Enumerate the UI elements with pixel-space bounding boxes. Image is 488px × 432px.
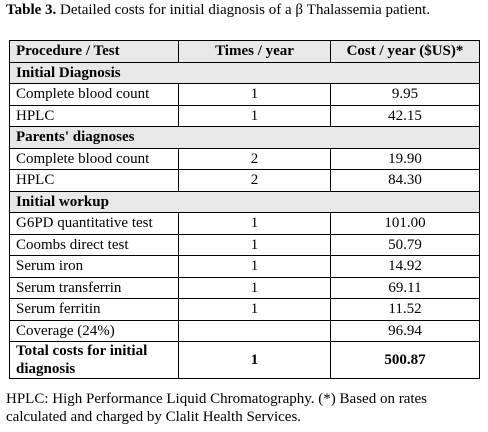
- cell: 9.95: [330, 83, 480, 106]
- cell: Total costs for initial diagnosis: [9, 341, 179, 379]
- cell: 1: [178, 233, 331, 256]
- cell: Coverage (24%): [9, 319, 179, 342]
- data-row: HPLC 1 42.15: [9, 104, 480, 127]
- cell: Serum iron: [9, 255, 179, 278]
- cell: 11.52: [330, 298, 480, 321]
- footnote: HPLC: High Performance Liquid Chromatogr…: [6, 391, 428, 425]
- cell: 1: [178, 341, 331, 379]
- section-row: Parents' diagnoses: [9, 126, 480, 149]
- cell: 84.30: [330, 169, 480, 192]
- data-row: Complete blood count 1 9.95: [9, 83, 480, 106]
- total-row: Total costs for initial diagnosis 1 500.87: [9, 341, 480, 379]
- cell: Serum transferrin: [9, 276, 179, 299]
- data-row: Coombs direct test 1 50.79: [9, 233, 480, 256]
- section-cell: Parents' diagnoses: [9, 126, 480, 149]
- cell: 69.11: [330, 276, 480, 299]
- table-body: Initial Diagnosis Complete blood count 1 9.…: [9, 61, 480, 379]
- data-row: HPLC 2 84.30: [9, 169, 480, 192]
- cell: 1: [178, 104, 331, 127]
- cell: 1: [178, 255, 331, 278]
- cell: 2: [178, 147, 331, 170]
- header-cell: Cost / year ($US)*: [330, 40, 480, 63]
- data-row: Complete blood count 2 19.90: [9, 147, 480, 170]
- cell: Complete blood count: [9, 83, 179, 106]
- section-cell: Initial workup: [9, 190, 480, 213]
- cell: 500.87: [330, 341, 480, 379]
- caption-text: Detailed costs for initial diagnosis of …: [60, 2, 431, 18]
- cell: HPLC: [9, 169, 179, 192]
- cell: [178, 319, 331, 342]
- header-cell: Times / year: [178, 40, 331, 63]
- data-row: Serum ferritin 1 11.52: [9, 298, 480, 321]
- cell: 14.92: [330, 255, 480, 278]
- data-row: Serum iron 1 14.92: [9, 255, 480, 278]
- header-row: Procedure / Test Times / year Cost / year …: [9, 40, 480, 63]
- cell: 1: [178, 276, 331, 299]
- cell: 1: [178, 83, 331, 106]
- cell: HPLC: [9, 104, 179, 127]
- caption: Table 3. Detailed costs for initial diag…: [6, 2, 482, 19]
- cell: Coombs direct test: [9, 233, 179, 256]
- section-cell: Initial Diagnosis: [9, 61, 480, 84]
- cell: 101.00: [330, 212, 480, 235]
- cell: Serum ferritin: [9, 298, 179, 321]
- cell: 1: [178, 212, 331, 235]
- cell: 42.15: [330, 104, 480, 127]
- cell: 19.90: [330, 147, 480, 170]
- header-cell: Procedure / Test: [9, 40, 179, 63]
- data-row: G6PD quantitative test 1 101.00: [9, 212, 480, 235]
- caption-label: Table 3.: [6, 2, 57, 18]
- cell: 96.94: [330, 319, 480, 342]
- cell: 50.79: [330, 233, 480, 256]
- cell: 1: [178, 298, 331, 321]
- section-row: Initial workup: [9, 190, 480, 213]
- cost-table: Procedure / Test Times / year Cost / year …: [9, 40, 480, 379]
- section-row: Initial Diagnosis: [9, 61, 480, 84]
- cell: 2: [178, 169, 331, 192]
- data-row: Serum transferrin 1 69.11: [9, 276, 480, 299]
- cell: Complete blood count: [9, 147, 179, 170]
- cell: G6PD quantitative test: [9, 212, 179, 235]
- data-row: Coverage (24%) 96.94: [9, 319, 480, 342]
